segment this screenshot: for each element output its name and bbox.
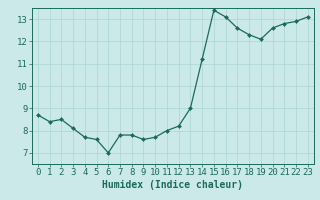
X-axis label: Humidex (Indice chaleur): Humidex (Indice chaleur)	[102, 180, 243, 190]
